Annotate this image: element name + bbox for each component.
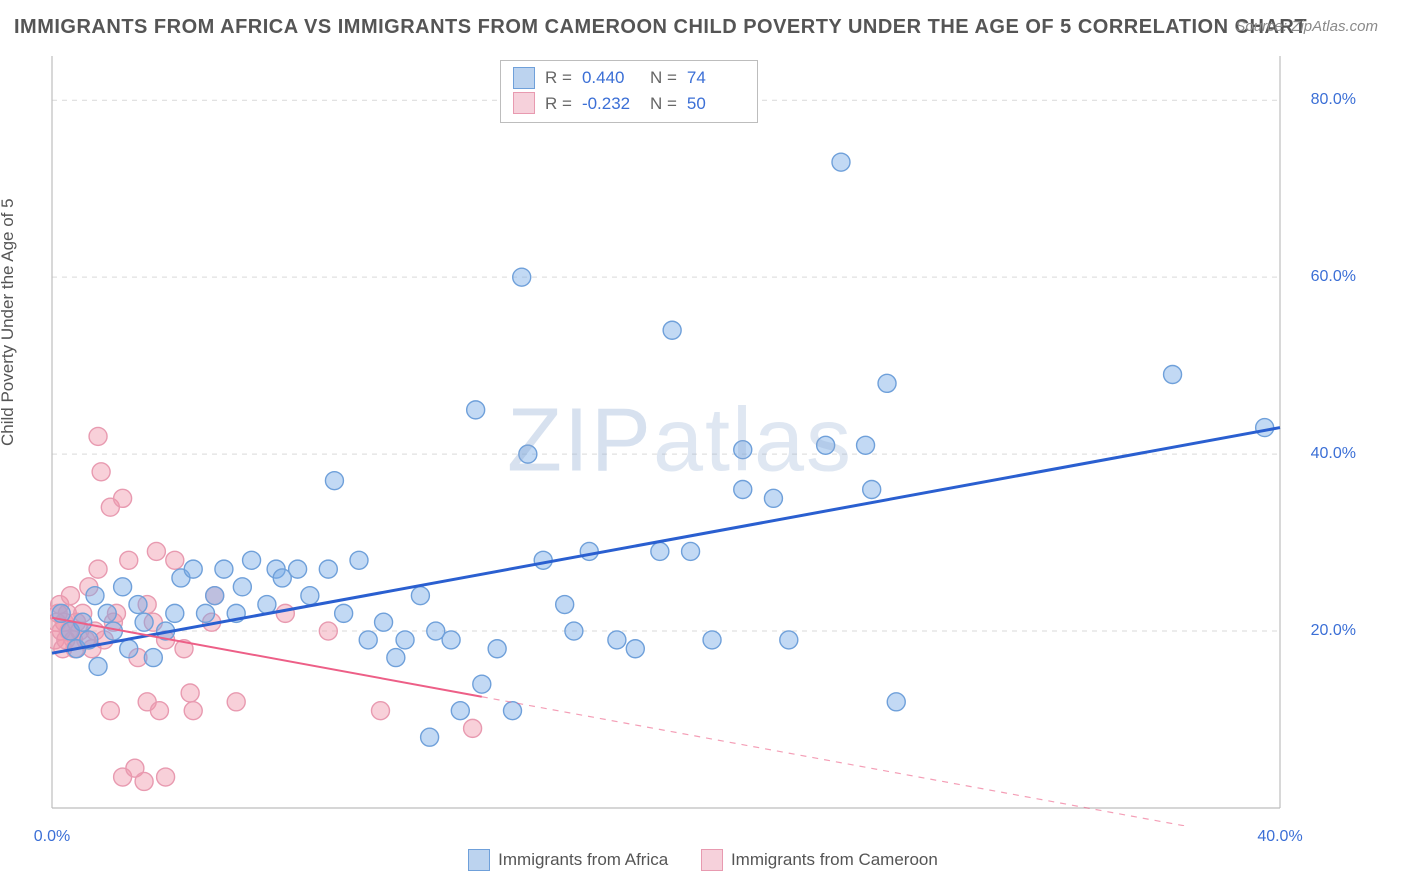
correlation-legend: R = 0.440 N = 74 R = -0.232 N = 50 xyxy=(500,60,758,123)
y-tick-label: 60.0% xyxy=(1311,268,1356,286)
y-tick-label: 20.0% xyxy=(1311,622,1356,640)
y-axis-ticks: 20.0% 40.0% 60.0% 80.0% xyxy=(1276,56,1356,826)
chart-title: IMMIGRANTS FROM AFRICA VS IMMIGRANTS FRO… xyxy=(14,16,1307,39)
source-name: ZipAtlas.com xyxy=(1291,18,1378,35)
plot-area: R = 0.440 N = 74 R = -0.232 N = 50 ZIPat… xyxy=(50,56,1310,826)
source-label: Source: xyxy=(1235,18,1287,35)
legend-item-africa: Immigrants from Africa xyxy=(468,849,668,871)
legend-n-value-cameroon: 50 xyxy=(687,91,745,117)
legend-r-label: R = xyxy=(545,91,572,117)
x-tick-label: 0.0% xyxy=(34,828,70,846)
scatter-plot-svg xyxy=(50,56,1310,826)
source-attribution: Source: ZipAtlas.com xyxy=(1235,18,1378,35)
legend-n-value-africa: 74 xyxy=(687,65,745,91)
chart-container: IMMIGRANTS FROM AFRICA VS IMMIGRANTS FRO… xyxy=(0,0,1406,892)
series-name-africa: Immigrants from Africa xyxy=(498,850,668,870)
legend-swatch-cameroon xyxy=(513,92,535,114)
y-axis-label: Child Poverty Under the Age of 5 xyxy=(0,198,18,446)
legend-n-label: N = xyxy=(650,65,677,91)
legend-swatch-cameroon xyxy=(701,849,723,871)
series-legend: Immigrants from Africa Immigrants from C… xyxy=(0,849,1406,876)
y-tick-label: 80.0% xyxy=(1311,91,1356,109)
legend-r-label: R = xyxy=(545,65,572,91)
legend-swatch-africa xyxy=(468,849,490,871)
legend-n-label: N = xyxy=(650,91,677,117)
legend-row-africa: R = 0.440 N = 74 xyxy=(513,65,745,91)
legend-r-value-africa: 0.440 xyxy=(582,65,640,91)
legend-swatch-africa xyxy=(513,67,535,89)
legend-row-cameroon: R = -0.232 N = 50 xyxy=(513,91,745,117)
legend-r-value-cameroon: -0.232 xyxy=(582,91,640,117)
y-tick-label: 40.0% xyxy=(1311,445,1356,463)
series-name-cameroon: Immigrants from Cameroon xyxy=(731,850,938,870)
x-tick-label: 40.0% xyxy=(1257,828,1302,846)
legend-item-cameroon: Immigrants from Cameroon xyxy=(701,849,938,871)
